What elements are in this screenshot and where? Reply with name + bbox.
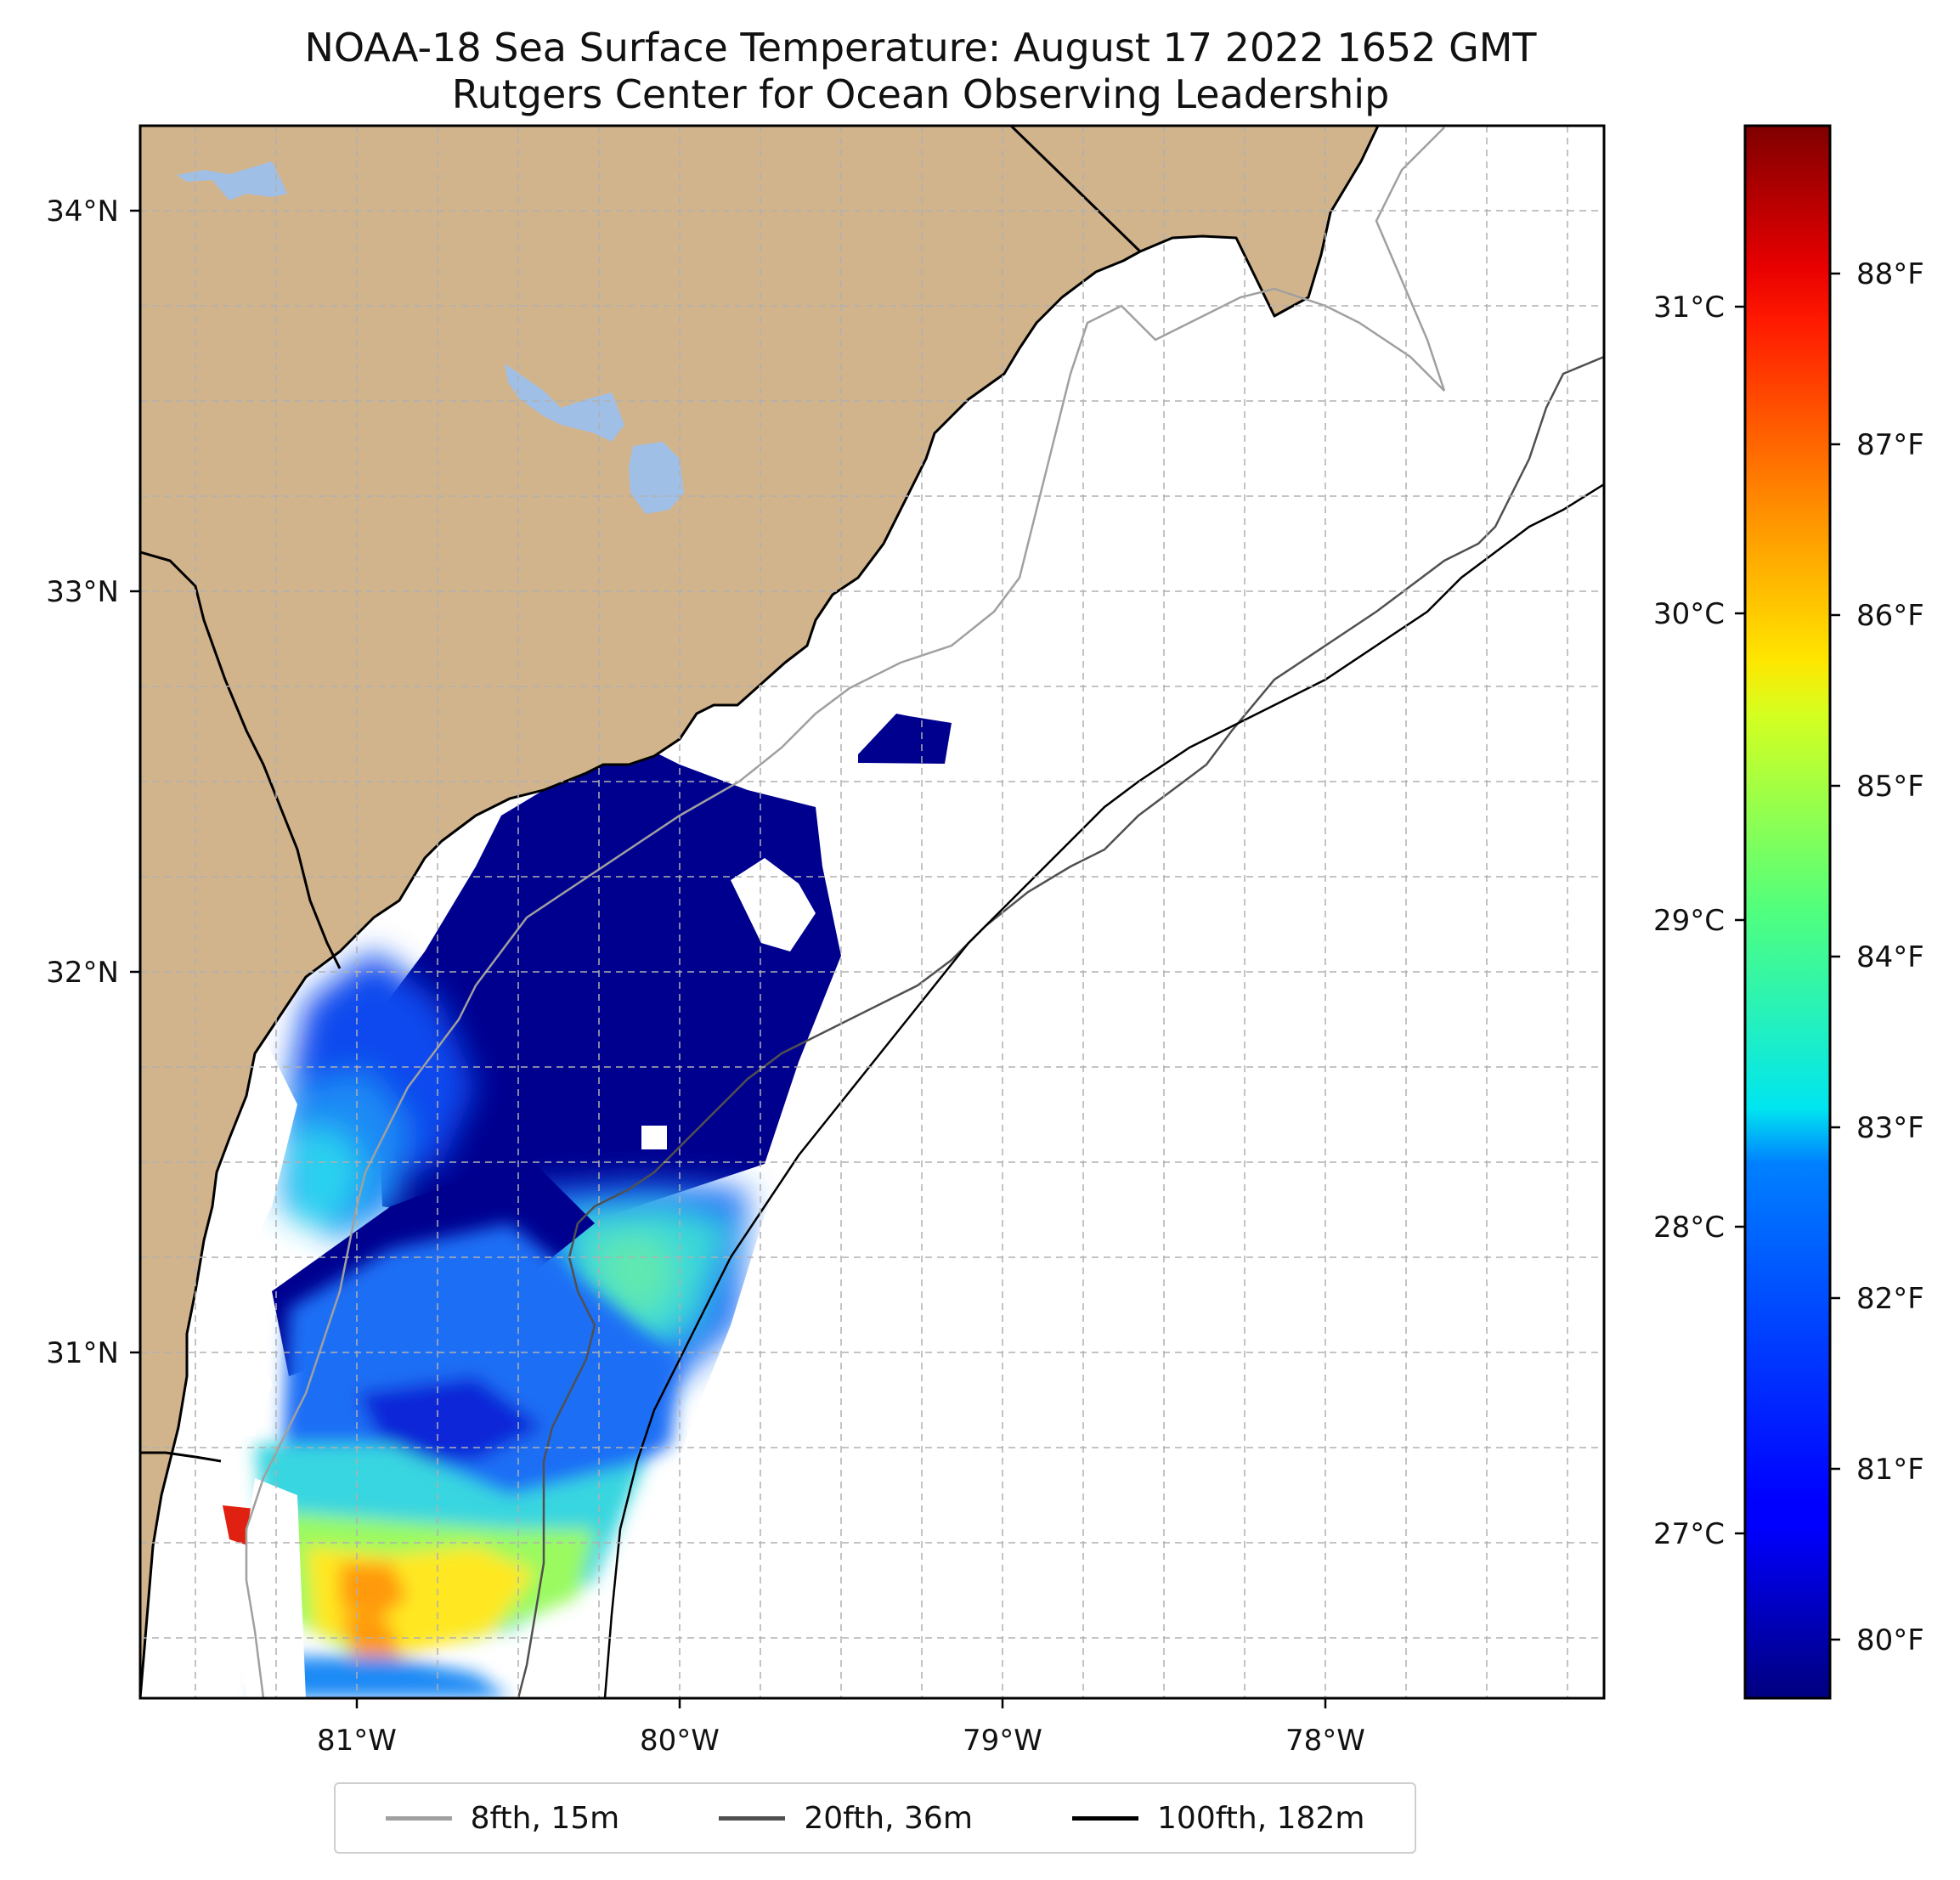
legend-label: 8fth, 15m	[470, 1800, 620, 1836]
legend-swatch	[385, 1815, 452, 1821]
isobath-100fth	[603, 483, 1604, 1698]
cloud-gap-small	[641, 1126, 667, 1149]
lon-label: 80°W	[640, 1724, 720, 1758]
colorbar-f-label: 87°F	[1856, 428, 1924, 462]
map-area	[140, 126, 1604, 1698]
colorbar-ticks	[1735, 272, 1840, 1641]
gridlines	[140, 126, 1604, 1698]
cloud-gap	[731, 858, 816, 951]
lake	[505, 364, 624, 442]
colorbar-c-label: 30°C	[1653, 597, 1725, 631]
colorbar-c-label: 31°C	[1653, 291, 1725, 325]
legend: 8fth, 15m 20fth, 36m 100fth, 182m	[334, 1782, 1416, 1854]
colorbar-f-label: 88°F	[1856, 257, 1924, 291]
colorbar-f-label: 83°F	[1856, 1111, 1924, 1145]
lat-label: 34°N	[46, 195, 119, 229]
lon-label: 78°W	[1285, 1724, 1365, 1758]
colorbar-f-label: 84°F	[1856, 940, 1924, 974]
colorbar-f-label: 82°F	[1856, 1282, 1924, 1316]
legend-swatch	[1072, 1815, 1139, 1821]
isobath-8fth	[245, 127, 1446, 1698]
colorbar-f-label: 86°F	[1856, 599, 1924, 633]
lon-label: 81°W	[317, 1724, 397, 1758]
state-border	[1009, 126, 1142, 253]
legend-item-100fth: 100fth, 182m	[1072, 1801, 1364, 1836]
colorbar-f-label: 80°F	[1856, 1623, 1924, 1657]
map-title: NOAA-18 Sea Surface Temperature: August …	[304, 25, 1537, 71]
legend-item-8fth: 8fth, 15m	[385, 1800, 620, 1836]
colorbar-f-label: 81°F	[1856, 1453, 1924, 1487]
state-border	[140, 550, 342, 969]
lake	[177, 161, 287, 200]
map-subtitle: Rutgers Center for Ocean Observing Leade…	[451, 71, 1390, 117]
state-border	[140, 1451, 222, 1463]
legend-label: 100fth, 182m	[1157, 1800, 1365, 1836]
isobath-20fth	[517, 355, 1604, 1698]
lat-label: 33°N	[46, 575, 119, 609]
colorbar	[1743, 124, 1832, 1700]
colorbar-c-label: 28°C	[1653, 1211, 1725, 1245]
colorbar-c-label: 29°C	[1653, 904, 1725, 938]
lat-label: 32°N	[46, 956, 119, 990]
axis-ticks	[130, 209, 1327, 1708]
sst-swath	[223, 714, 952, 1698]
nodata-nearshore-3	[238, 1478, 306, 1698]
map-frame	[138, 124, 1606, 1700]
legend-swatch	[719, 1815, 786, 1821]
legend-label: 20fth, 36m	[804, 1800, 973, 1836]
legend-item-20fth: 20fth, 36m	[719, 1801, 973, 1836]
lon-label: 79°W	[963, 1724, 1042, 1758]
colorbar-c-label: 27°C	[1653, 1517, 1725, 1551]
lat-label: 31°N	[46, 1336, 119, 1370]
colorbar-f-label: 85°F	[1856, 770, 1924, 804]
